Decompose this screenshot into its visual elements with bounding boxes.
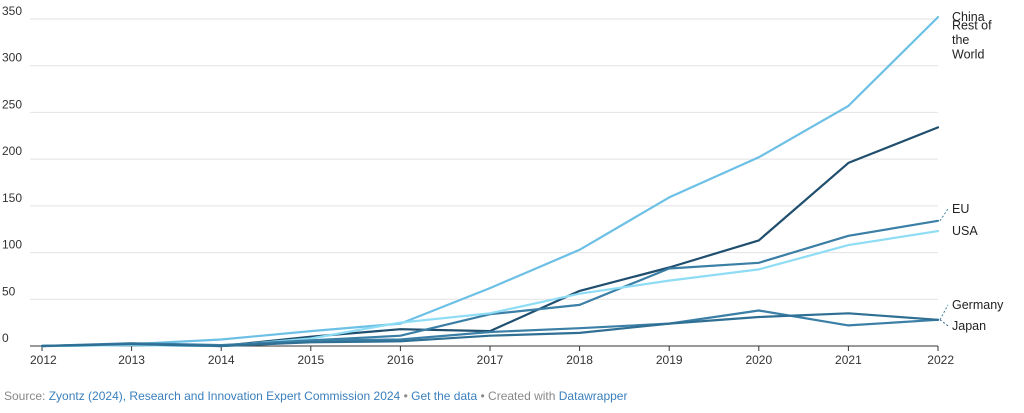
series-line-china [40, 16, 940, 348]
series-label-germany: Germany [952, 298, 1004, 312]
source-link[interactable]: Zyontz (2024), Research and Innovation E… [48, 389, 401, 403]
y-tick-label: 150 [2, 191, 22, 205]
y-tick-label: 200 [2, 144, 22, 158]
x-tick-label: 2019 [656, 353, 683, 367]
x-tick-label: 2014 [208, 353, 235, 367]
x-tick-label: 2020 [745, 353, 772, 367]
series-label-china: China [952, 10, 985, 24]
series-label-rest-of-the-world: Rest of the World [952, 18, 992, 61]
y-tick-label: 250 [2, 97, 22, 111]
x-tick-label: 2015 [297, 353, 324, 367]
datawrapper-link[interactable]: Datawrapper [558, 389, 628, 403]
chart-footer: Source: Zyontz (2024), Research and Inno… [4, 389, 627, 403]
y-tick-label: 100 [2, 238, 22, 252]
x-tick-label: 2017 [477, 353, 504, 367]
label-leader [939, 304, 949, 321]
series-label-japan: Japan [952, 319, 986, 333]
y-tick-label: 50 [2, 284, 16, 298]
y-tick-label: 350 [2, 4, 22, 18]
label-leader [939, 319, 949, 327]
x-tick-label: 2022 [927, 353, 954, 367]
x-tick-label: 2018 [566, 353, 593, 367]
footer-separator-2: • [480, 389, 485, 403]
y-tick-label: 0 [2, 331, 9, 345]
label-leader [939, 208, 949, 222]
series-label-eu: EU [952, 202, 969, 216]
series-line-eu [40, 219, 940, 348]
axes: 0 50 100 150 200 250 300 350 2012 2013 2014 2015 201… [2, 4, 954, 367]
created-with-text: Created with [488, 389, 556, 403]
get-data-link[interactable]: Get the data [411, 389, 478, 403]
line-chart: 0 50 100 150 200 250 300 350 2012 2013 2014 2015 201… [2, 4, 1004, 367]
series-line-japan [40, 312, 940, 348]
x-tick-label: 2021 [835, 353, 862, 367]
series-label-usa: USA [952, 224, 978, 238]
x-tick-label: 2012 [30, 353, 57, 367]
footer-separator-1: • [403, 389, 408, 403]
gridlines [30, 18, 938, 347]
x-tick-label: 2016 [387, 353, 414, 367]
series-lines [40, 16, 940, 348]
source-prefix: Source: [4, 389, 46, 403]
x-tick-label: 2013 [118, 353, 145, 367]
y-tick-label: 300 [2, 51, 22, 65]
